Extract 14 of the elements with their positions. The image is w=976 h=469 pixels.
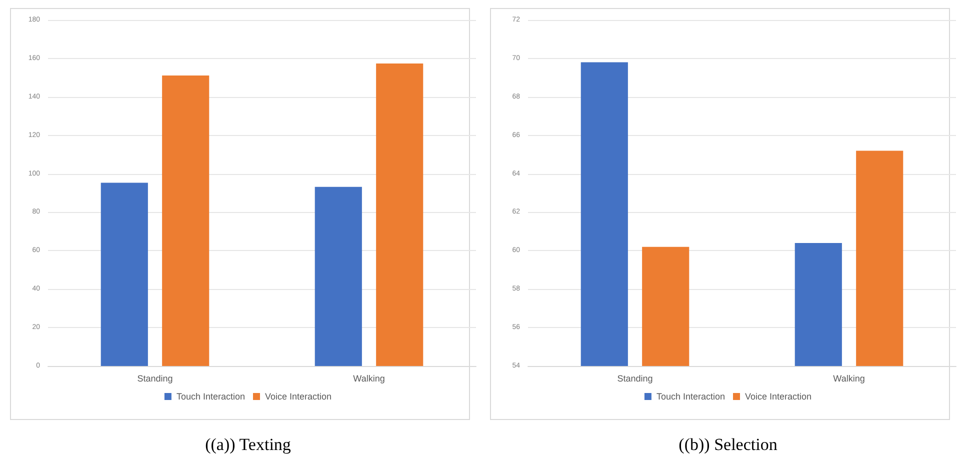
x-tick-label: Standing (137, 374, 173, 384)
text: ((a)) Texting (205, 435, 292, 454)
text: ((b)) Selection (678, 435, 778, 454)
x-tick-label: Walking (353, 374, 385, 384)
bar (376, 63, 424, 366)
bar (162, 76, 210, 366)
x-tick-label: Walking (833, 374, 865, 384)
bar (100, 182, 148, 366)
legend-label: Touch Interaction (176, 392, 246, 402)
x-tick-label: Standing (617, 374, 653, 384)
legend-label: Touch Interaction (656, 392, 726, 402)
bar (314, 186, 362, 366)
legend-label: Voice Interaction (265, 392, 332, 402)
legend-label: Voice Interaction (745, 392, 812, 402)
